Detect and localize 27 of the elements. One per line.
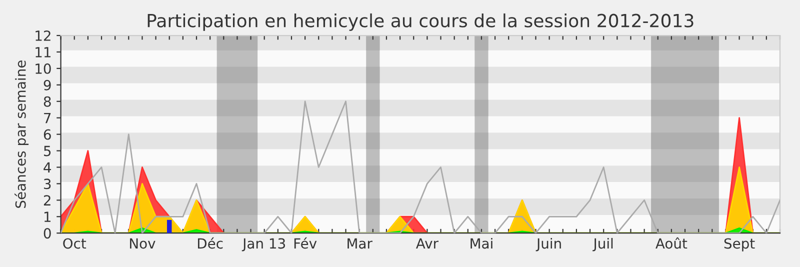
x-tick-label: Déc (198, 237, 223, 249)
x-tick-label: Sept (724, 238, 755, 252)
chart-title: Participation en hemicycle au cours de la session 2012-2013 (148, 13, 694, 31)
x-tick-label: Avr (416, 238, 438, 249)
y-tick-label: 8 (44, 96, 51, 107)
x-tick-label: Mai (470, 238, 492, 249)
y-tick-label: 2 (44, 195, 50, 206)
x-tick-label: Juin (536, 238, 561, 252)
x-tick-label: Nov (130, 238, 156, 249)
y-tick-label: 4 (44, 162, 51, 173)
y-tick-label: 9 (44, 80, 51, 90)
y-tick-label: 5 (44, 146, 51, 156)
y-tick-label: 0 (44, 228, 51, 239)
y-tick-label: 1 (44, 212, 50, 222)
y-tick-label: 6 (44, 129, 51, 140)
y-tick-label: 12 (36, 30, 50, 41)
x-tick-label: Juil (592, 238, 613, 252)
x-tick-label: Jan 13 (242, 238, 285, 252)
y-tick-label: 10 (36, 63, 51, 74)
x-tick-label: Mar (348, 238, 372, 249)
y-tick-label: 11 (36, 47, 50, 58)
x-tick-label: Oct (63, 238, 86, 249)
y-tick-label: 7 (44, 112, 51, 124)
x-tick-label: Août (656, 237, 688, 249)
x-tick-label: Fév (294, 237, 317, 249)
y-axis-title: Séances par semaine (14, 60, 29, 208)
y-tick-label: 3 (44, 178, 51, 190)
